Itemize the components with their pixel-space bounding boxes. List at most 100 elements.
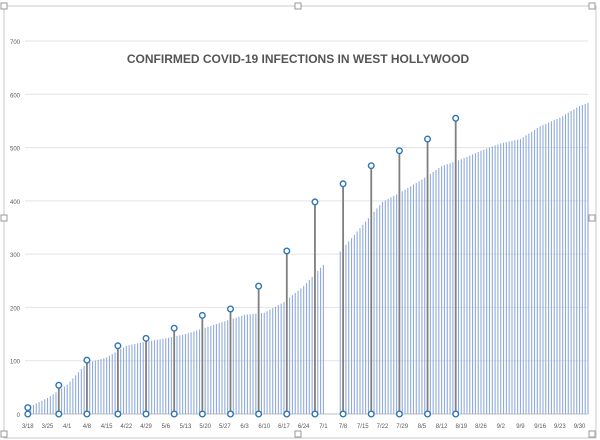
x-tick-label: 6/10 [258,424,270,430]
highlight-marker-base [283,410,291,418]
bar [469,155,471,414]
bar [77,372,80,414]
x-tick-label: 5/6 [162,424,171,430]
bar [249,314,251,414]
highlight-marker-base [339,410,347,418]
resize-handle [0,430,8,438]
bar [207,326,209,414]
bar [474,153,476,415]
highlight-marker-base [55,410,63,418]
bar [353,234,355,414]
bar [184,334,187,414]
bar [463,158,465,414]
x-tick-label: 5/13 [180,424,192,430]
bar [449,163,451,414]
y-axis: 0 100 200 300 400 500 600 700 [10,40,21,419]
bar [227,320,229,414]
highlight-marker-top [55,381,63,389]
bar [142,342,144,414]
bar [255,313,257,414]
bar [305,283,308,414]
bar [238,316,240,414]
highlight-marker-top [24,404,32,412]
bar [401,191,403,414]
highlight-marker-base [452,410,460,418]
highlight-marker-base [142,410,150,418]
bars [27,102,589,415]
bar [92,361,94,414]
bar [72,378,74,414]
x-tick-label: 7/22 [377,424,389,430]
bar [472,154,474,414]
bar [477,151,479,415]
bar [38,402,40,414]
bar [365,221,367,414]
bar [283,302,285,414]
bar [348,241,350,414]
bar [300,288,302,414]
highlight-marker-base [424,410,432,418]
bar [156,339,158,414]
bar [573,109,575,414]
chart-area[interactable] [3,5,597,439]
bar [457,160,460,414]
bar [404,189,406,414]
bar [539,126,541,414]
bar [289,297,291,414]
bar [517,139,519,414]
bar [80,369,82,414]
bar [432,171,434,414]
bar [486,148,488,414]
bar [480,150,482,415]
bar [396,194,398,414]
x-tick-label: 5/27 [219,424,231,430]
bar [567,112,569,415]
bar [367,218,369,414]
bar [412,184,415,414]
bar [176,335,178,414]
bar [32,404,34,414]
bar [564,114,567,414]
bar [125,345,127,414]
bar [122,347,125,414]
bar [438,168,440,414]
x-tick-label: 6/17 [278,424,290,430]
x-tick-label: 9/30 [574,424,586,430]
bar [246,314,248,414]
bar [503,142,505,414]
y-tick-label: 300 [10,253,21,259]
bar [497,144,499,415]
x-tick-label: 4/1 [63,424,72,430]
bar [139,342,141,414]
bar [390,197,392,414]
bar [443,165,445,414]
highlight-marker-top [198,311,206,319]
bar [514,140,516,414]
bar [308,280,310,414]
resize-handle [588,2,596,10]
bar [170,337,172,414]
x-tick-label: 8/12 [436,424,448,430]
bar [244,314,246,414]
x-tick-label: 3/25 [42,424,54,430]
bar [584,103,586,415]
highlight-marker-top [170,324,178,332]
bar [548,122,550,414]
highlight-marker-base [395,410,403,418]
bar [83,365,85,414]
bar [263,312,265,414]
bar [277,305,279,414]
bar [137,343,139,414]
bar [114,352,116,414]
bar [570,111,572,414]
bar [190,332,192,414]
bar [421,179,423,414]
bar [376,208,378,414]
bar [111,354,113,414]
bar [424,177,426,414]
bar [131,344,133,414]
x-tick-label: 4/22 [120,424,132,430]
bar [525,135,527,414]
y-tick-label: 200 [10,306,21,312]
